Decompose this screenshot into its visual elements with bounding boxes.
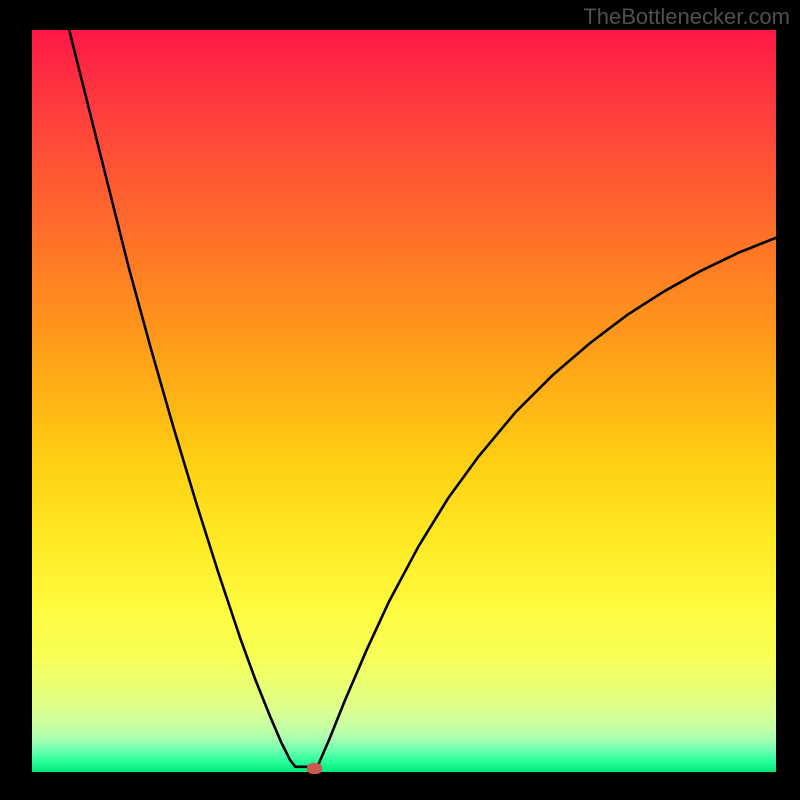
curve-layer: [0, 0, 800, 800]
chart-container: TheBottlenecker.com: [0, 0, 800, 800]
bottleneck-curve: [69, 30, 776, 769]
bottleneck-marker: [307, 763, 322, 774]
